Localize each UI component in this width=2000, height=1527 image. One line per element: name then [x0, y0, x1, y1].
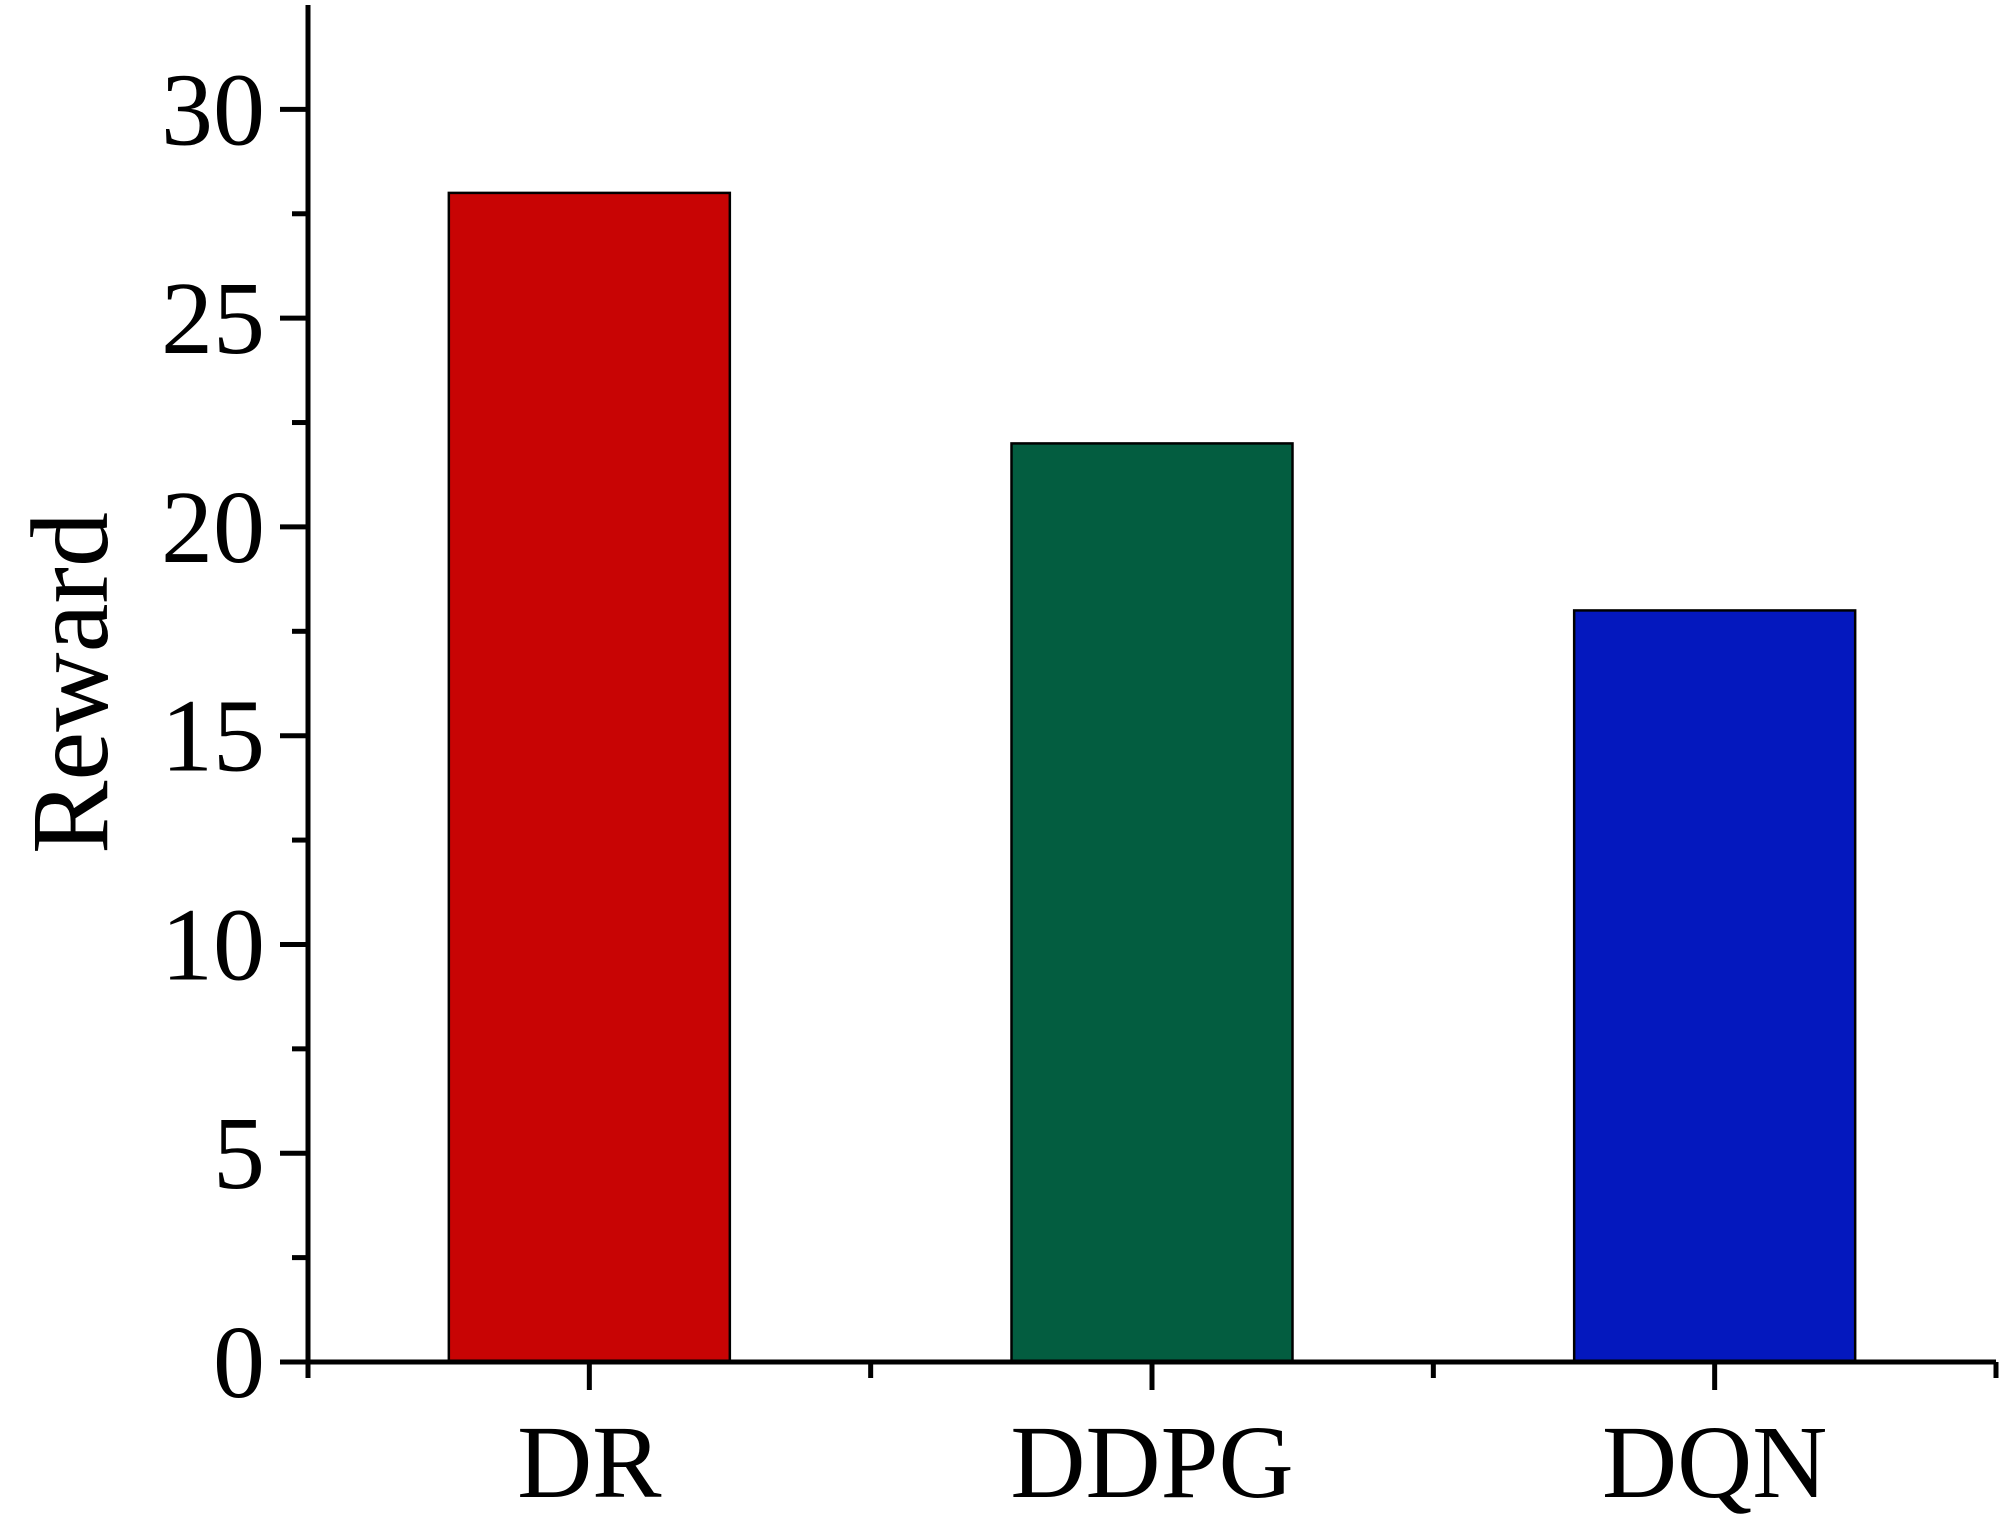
- x-tick-label: DDPG: [1010, 1405, 1293, 1520]
- y-axis-title: Reward: [9, 512, 131, 854]
- bar-ddpg: [1010, 442, 1294, 1364]
- bars-group: [447, 191, 1857, 1364]
- bar-dr: [447, 191, 732, 1364]
- y-tick-label: 20: [161, 470, 265, 585]
- x-tick-label: DQN: [1602, 1405, 1827, 1520]
- y-axis: 0 5 10 15 20 25 30: [161, 5, 311, 1420]
- x-tick-label: DR: [517, 1405, 662, 1520]
- y-tick-label: 5: [213, 1096, 265, 1211]
- x-axis: DR DDPG DQN: [305, 1359, 1999, 1520]
- bar-dqn: [1572, 609, 1857, 1364]
- y-tick-label: 30: [161, 52, 265, 167]
- y-tick-label: 15: [161, 679, 265, 794]
- y-tick-label: 25: [161, 261, 265, 376]
- y-tick-label: 10: [161, 887, 265, 1002]
- y-tick-label: 0: [213, 1305, 265, 1420]
